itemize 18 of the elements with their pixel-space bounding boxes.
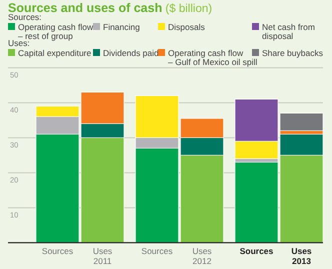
x-tick-label: Uses 2013 [291,246,312,266]
x-tick-label: Uses 2011 [92,246,112,266]
x-tick-label: Sources [42,246,74,256]
legend-label: Dividends paid [103,48,160,58]
legend-label: Operating cash flow – rest of group [18,22,94,41]
legend-label: Net cash from disposal [262,22,315,41]
chart-title: Sources and uses of cash [8,1,162,15]
legend-label: Disposals [168,22,205,32]
source-note: Sources: [8,12,42,22]
x-tick-label: Sources [141,246,173,256]
legend-label: Share buybacks [262,48,323,58]
x-tick-label: Sources [240,246,274,256]
legend-label: Capital expenditure [18,48,92,58]
legend-label: Operating cash flow – Gulf of Mexico oil spill [168,48,258,67]
chart-subtitle: ($ billion) [162,3,212,15]
legend-label: Financing [103,22,140,32]
x-tick-label: Uses 2012 [192,246,212,266]
text: Uses: [8,38,30,48]
